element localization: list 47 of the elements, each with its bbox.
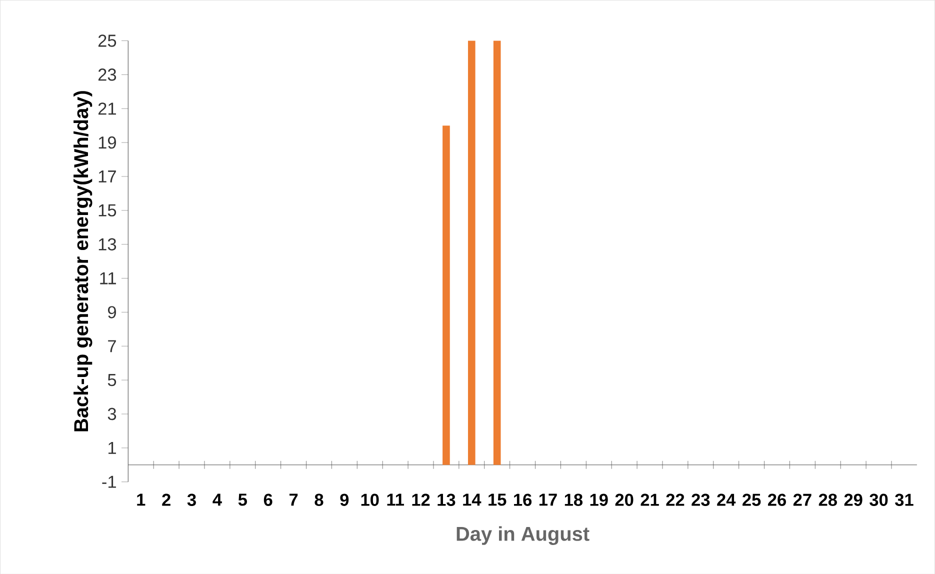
x-tick-label: 17 (539, 494, 557, 506)
x-tick-label: 19 (590, 494, 608, 506)
y-tick-label: 19 (98, 136, 116, 148)
x-axis-title: Day in August (456, 526, 590, 545)
x-tick-label: 28 (818, 494, 837, 506)
x-tick-label: 7 (289, 494, 298, 506)
x-tick-label: 27 (793, 494, 812, 506)
y-tick-label: 25 (98, 34, 116, 47)
y-tick-label: 15 (98, 204, 116, 216)
x-tick-label: 13 (438, 494, 456, 506)
y-tick-label: 13 (98, 238, 116, 250)
y-tick-label: 17 (98, 170, 116, 182)
x-tick-label: 8 (314, 494, 324, 506)
x-tick-label: 5 (238, 494, 247, 506)
x-tick-label: 1 (137, 494, 146, 506)
x-tick-label: 30 (870, 494, 888, 506)
x-tick-label: 23 (692, 494, 710, 506)
x-tick-label: 22 (666, 494, 684, 506)
y-axis-title: Back-up generator energy(kWh/day) (74, 90, 92, 431)
x-tick-label: 9 (340, 494, 349, 506)
y-tick-label: 11 (100, 272, 116, 284)
x-tick-label: 25 (742, 494, 761, 506)
x-tick-label: 12 (412, 494, 430, 506)
y-tick-label: 5 (108, 374, 116, 386)
x-tick-label: 26 (768, 494, 786, 506)
x-tick-label: 31 (895, 494, 914, 506)
x-tick-label: 4 (212, 494, 222, 506)
y-tick-label: 3 (108, 408, 116, 420)
x-tick-label: 2 (162, 494, 170, 506)
x-tick-label: 11 (387, 494, 404, 506)
x-tick-label: 14 (463, 494, 482, 506)
y-tick-label: 23 (98, 68, 116, 81)
y-tick-label: 9 (108, 306, 116, 318)
x-tick-label: 20 (615, 494, 634, 506)
x-tick-label: 24 (717, 494, 736, 506)
y-tick-label: -1 (102, 476, 116, 488)
y-tick-label: 21 (98, 102, 116, 114)
x-tick-label: 15 (488, 494, 506, 506)
x-tick-label: 3 (187, 494, 196, 506)
y-tick-label: 7 (108, 340, 116, 352)
x-tick-label: 21 (640, 494, 659, 506)
x-tick-label: 6 (264, 494, 272, 506)
y-tick-label: 1 (108, 442, 116, 454)
x-tick-label: 16 (514, 494, 532, 506)
x-tick-label: 29 (844, 494, 862, 506)
x-tick-label: 18 (564, 494, 583, 506)
x-tick-label: 10 (361, 494, 379, 506)
